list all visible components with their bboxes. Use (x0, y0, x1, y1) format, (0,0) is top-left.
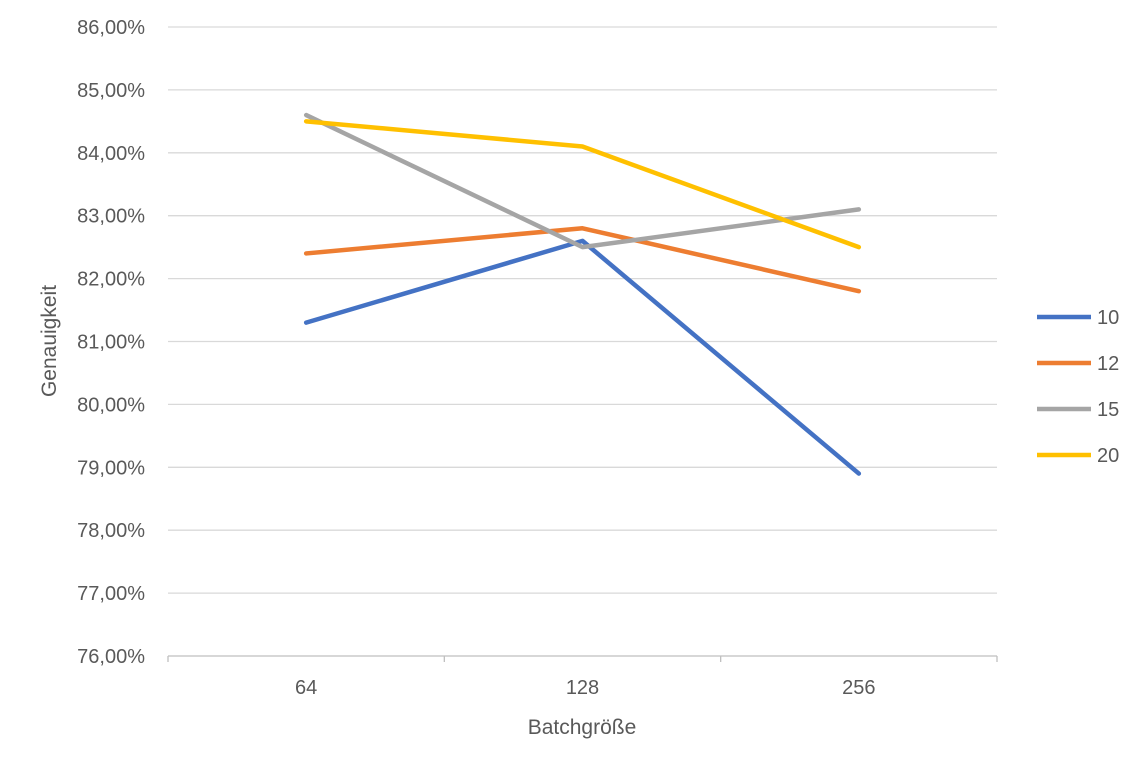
y-tick-label: 84,00% (77, 143, 145, 165)
series-line-20 (303, 119, 862, 250)
x-tick-label: 128 (566, 677, 599, 699)
x-axis (167, 655, 998, 662)
y-tick-label: 85,00% (77, 80, 145, 102)
legend-label-12: 12 (1097, 353, 1119, 375)
y-axis-tick-labels: 76,00% 77,00% 78,00% 79,00% 80,00% 81,00% 82,0… (77, 17, 145, 668)
gridlines (168, 26, 997, 594)
y-tick-label: 76,00% (77, 646, 145, 668)
legend-label-10: 10 (1097, 307, 1119, 329)
y-tick-label: 77,00% (77, 583, 145, 605)
y-tick-label: 83,00% (77, 206, 145, 228)
series-lines (303, 112, 862, 476)
y-axis-title: Genauigkeit (38, 285, 61, 397)
y-tick-label: 81,00% (77, 332, 145, 354)
y-tick-label: 86,00% (77, 17, 145, 39)
legend-label-20: 20 (1097, 445, 1119, 467)
series-line-15 (303, 112, 862, 250)
y-tick-label: 79,00% (77, 457, 145, 479)
series-line-10 (303, 238, 862, 476)
legend: 10 12 15 20 (1037, 307, 1119, 467)
x-axis-tick-labels: 64 128 256 (295, 677, 875, 699)
x-tick-label: 256 (842, 677, 875, 699)
y-tick-label: 80,00% (77, 394, 145, 416)
y-tick-label: 78,00% (77, 520, 145, 542)
y-tick-label: 82,00% (77, 269, 145, 291)
x-tick-label: 64 (295, 677, 317, 699)
legend-label-15: 15 (1097, 399, 1119, 421)
series-line-12 (303, 226, 862, 294)
x-axis-title: Batchgröße (528, 716, 637, 739)
